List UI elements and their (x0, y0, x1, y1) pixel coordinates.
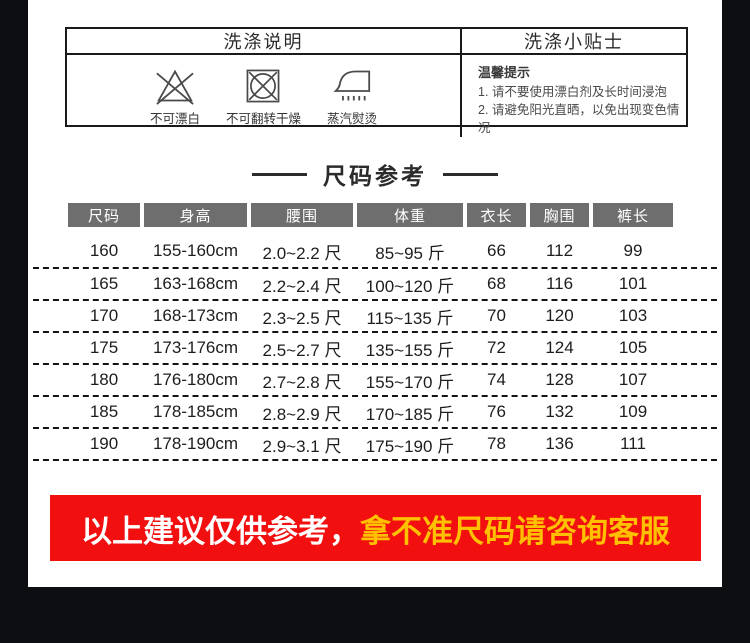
banner-text-yellow: 拿不准尺码请咨询客服 (360, 513, 670, 549)
no-bleach-label: 不可漂白 (149, 112, 200, 127)
no-tumble-dry-label: 不可翻转干燥 (225, 112, 301, 127)
table-cell: 111 (620, 434, 646, 453)
table-cell: 68 (487, 274, 506, 293)
no-bleach-item: 不可漂白 (150, 67, 200, 127)
size-advice-banner: 以上建议仅供参考， 拿不准尺码请咨询客服 (50, 495, 701, 561)
table-cell: 74 (487, 370, 506, 389)
table-row: 170 168-173cm 2.3~2.5 尺 115~135 斤 70 120 103 (33, 301, 717, 333)
title-right-bar (443, 172, 498, 176)
no-tumble-dry-item: 不可翻转干燥 (226, 67, 301, 127)
table-cell: 70 (487, 306, 506, 325)
no-tumble-dry-icon (244, 67, 282, 105)
table-cell: 168-173cm (152, 306, 239, 325)
table-cell: 124 (545, 338, 574, 357)
table-cell: 105 (618, 338, 648, 357)
table-cell: 100~120 斤 (365, 276, 455, 296)
table-cell: 2.2~2.4 尺 (262, 276, 342, 296)
table-cell: 103 (618, 306, 648, 325)
tips-heading: 温馨提示 (478, 65, 531, 80)
frame-right (722, 0, 750, 643)
table-cell: 132 (545, 402, 574, 421)
table-cell: 175~190 斤 (365, 436, 455, 456)
size-table-header-cell: 身高 (144, 203, 247, 227)
table-cell: 76 (487, 402, 506, 421)
size-table-body: 160 155-160cm 2.0~2.2 尺 85~95 斤 66 112 99 165 16… (33, 227, 717, 461)
wash-icons-row: 不可漂白 不可翻转干燥 (67, 55, 462, 138)
size-table-header-cell: 尺码 (68, 203, 140, 227)
table-cell: 99 (623, 241, 643, 260)
tip-line-1: 1. 请不要使用漂白剂及长时间浸泡 (478, 84, 667, 99)
table-cell: 109 (618, 402, 648, 421)
steam-iron-item: 蒸汽熨烫 (327, 67, 377, 127)
table-cell: 170 (89, 306, 119, 325)
frame-bottom (0, 587, 750, 643)
wash-tips-panel: 温馨提示 1. 请不要使用漂白剂及长时间浸泡 2. 请避免阳光直晒，以免出现变色… (462, 55, 686, 137)
size-table-header-cell: 胸围 (530, 203, 589, 227)
banner-text-white: 以上建议仅供参考， (81, 513, 360, 549)
size-table-header-cell: 衣长 (467, 203, 526, 227)
steam-iron-label: 蒸汽熨烫 (327, 112, 378, 127)
table-cell: 135~155 斤 (365, 340, 455, 360)
size-reference-title: 尺码参考 (28, 158, 722, 190)
table-row: 175 173-176cm 2.5~2.7 尺 135~155 斤 72 124 105 (33, 333, 717, 365)
table-cell: 101 (618, 274, 648, 293)
table-cell: 155~170 斤 (365, 372, 455, 392)
wash-instructions-title: 洗涤说明 (67, 29, 462, 55)
table-cell: 66 (487, 241, 506, 260)
table-cell: 178-190cm (152, 434, 239, 453)
size-table-header-cell: 腰围 (251, 203, 353, 227)
table-cell: 2.7~2.8 尺 (262, 372, 342, 392)
table-cell: 176-180cm (152, 370, 239, 389)
tip-line-2: 2. 请避免阳光直晒，以免出现变色情况 (478, 102, 680, 136)
table-cell: 180 (89, 370, 119, 389)
table-cell: 78 (487, 434, 506, 453)
table-cell: 128 (545, 370, 574, 389)
size-title-text: 尺码参考 (323, 163, 427, 189)
table-row: 185 178-185cm 2.8~2.9 尺 170~185 斤 76 132 109 (33, 397, 717, 429)
table-cell: 155-160cm (152, 241, 239, 260)
wash-tips-title: 洗涤小贴士 (462, 29, 686, 55)
table-cell: 112 (545, 241, 574, 260)
table-cell: 85~95 斤 (375, 243, 445, 263)
no-bleach-icon (153, 67, 197, 105)
table-cell: 115~135 斤 (366, 308, 454, 328)
table-cell: 173-176cm (152, 338, 239, 357)
table-cell: 178-185cm (152, 402, 239, 421)
size-table-header-cell: 裤长 (593, 203, 673, 227)
table-row: 160 155-160cm 2.0~2.2 尺 85~95 斤 66 112 99 (33, 227, 717, 269)
table-row: 180 176-180cm 2.7~2.8 尺 155~170 斤 74 128 107 (33, 365, 717, 397)
table-cell: 2.3~2.5 尺 (262, 308, 342, 328)
table-cell: 160 (89, 241, 119, 260)
table-cell: 2.0~2.2 尺 (262, 243, 342, 263)
table-cell: 175 (89, 338, 119, 357)
table-cell: 163-168cm (152, 274, 239, 293)
size-table-header: 尺码 身高 腰围 体重 衣长 胸围 裤长 (68, 203, 673, 227)
frame-left (0, 0, 28, 643)
table-cell: 170~185 斤 (365, 404, 455, 424)
table-cell: 190 (89, 434, 119, 453)
table-cell: 2.8~2.9 尺 (262, 404, 342, 424)
table-cell: 136 (545, 434, 574, 453)
wash-info-box: 洗涤说明 洗涤小贴士 不可漂白 (65, 27, 688, 138)
table-cell: 2.5~2.7 尺 (262, 340, 342, 360)
steam-iron-icon (330, 67, 374, 105)
title-left-bar (252, 172, 307, 176)
table-cell: 116 (545, 274, 574, 293)
table-row: 190 178-190cm 2.9~3.1 尺 175~190 斤 78 136 111 (33, 429, 717, 461)
table-cell: 2.9~3.1 尺 (262, 436, 342, 456)
table-cell: 185 (89, 402, 119, 421)
table-cell: 165 (89, 274, 119, 293)
table-cell: 72 (487, 338, 506, 357)
table-cell: 120 (545, 306, 574, 325)
table-cell: 107 (618, 370, 648, 389)
table-row: 165 163-168cm 2.2~2.4 尺 100~120 斤 68 116 101 (33, 269, 717, 301)
size-table-header-cell: 体重 (357, 203, 463, 227)
